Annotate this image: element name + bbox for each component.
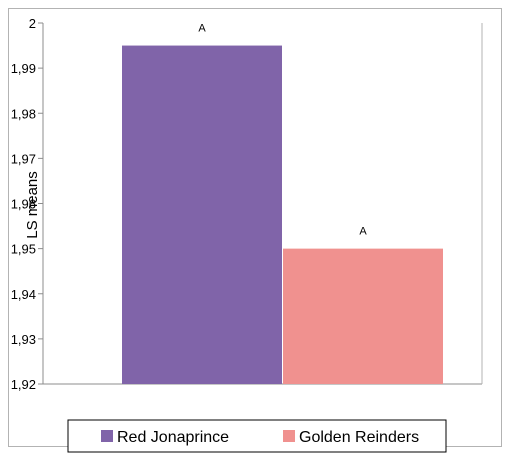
legend-swatch-golden-reinders bbox=[283, 430, 295, 442]
y-tick-label: 1,94 bbox=[11, 287, 36, 302]
data-label: A bbox=[359, 226, 367, 238]
legend-label-red-jonaprince: Red Jonaprince bbox=[117, 429, 229, 446]
y-tick-label: 1,96 bbox=[11, 197, 36, 212]
y-tick-label: 2 bbox=[29, 16, 36, 31]
legend-label-golden-reinders: Golden Reinders bbox=[299, 429, 419, 446]
legend: Red Jonaprince Golden Reinders bbox=[67, 419, 447, 453]
data-labels-group: AA bbox=[198, 23, 367, 238]
y-tick-label: 1,97 bbox=[11, 151, 36, 166]
legend-frame bbox=[67, 419, 447, 453]
y-tick-label: 1,92 bbox=[11, 377, 36, 392]
legend-swatch-red-jonaprince bbox=[101, 430, 113, 442]
bar-golden-reinders bbox=[283, 248, 443, 384]
bar-red-jonaprince bbox=[122, 45, 282, 384]
y-tick-label: 1,99 bbox=[11, 61, 36, 76]
y-tick-label: 1,93 bbox=[11, 332, 36, 347]
data-label: A bbox=[198, 23, 206, 35]
plot-area: 1,921,931,941,951,961,971,981,992 AA bbox=[11, 16, 483, 392]
y-tick-label: 1,98 bbox=[11, 106, 36, 121]
y-tick-group: 1,92 1,93 1,94 1,95 1,96 1,97 1,98 1,99 2 bbox=[11, 16, 43, 392]
bars-group bbox=[122, 45, 443, 384]
y-axis-title: LS means bbox=[24, 171, 41, 239]
y-tick-label: 1,95 bbox=[11, 242, 36, 257]
